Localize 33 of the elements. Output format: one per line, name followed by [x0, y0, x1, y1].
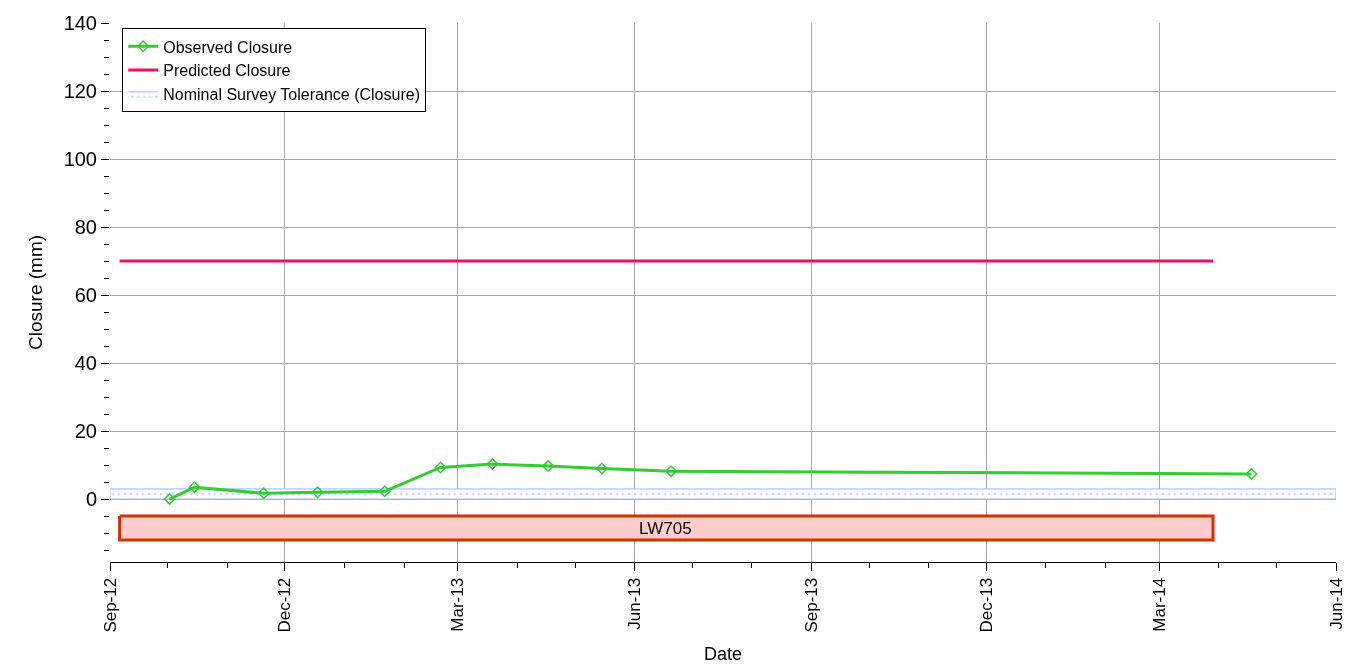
point	[1245, 467, 1258, 480]
y-tick-label: 40	[74, 352, 97, 375]
point	[311, 486, 324, 499]
legend-label: Predicted Closure	[163, 62, 291, 80]
x-tick-label: Sep-13	[801, 577, 821, 633]
x-tick-label: Jun-14	[1326, 577, 1346, 630]
x-tick-label: Mar-14	[1149, 577, 1169, 632]
legend-label: Nominal Survey Tolerance (Closure)	[163, 86, 420, 104]
x-tick-label: Dec-13	[976, 577, 996, 633]
x-tick-label: Dec-12	[275, 577, 295, 633]
point	[378, 485, 391, 498]
x-tick-label: Jun-13	[625, 577, 645, 630]
y-tick-label: 60	[74, 284, 97, 307]
point	[434, 461, 447, 474]
point	[542, 460, 555, 473]
y-tick-label: 20	[74, 420, 97, 443]
y-axis-title: Closure (mm)	[25, 234, 47, 351]
point	[665, 465, 678, 478]
point	[595, 462, 608, 475]
y-tick-label: 80	[74, 216, 97, 239]
x-axis-title: Date	[703, 643, 743, 664]
band-label: LW705	[639, 519, 692, 538]
y-tick-label: 0	[85, 488, 97, 511]
point	[163, 493, 176, 506]
point	[188, 481, 201, 494]
y-tick-label: 100	[63, 148, 97, 171]
x-tick-label: Sep-12	[100, 577, 120, 633]
point	[486, 458, 499, 471]
legend-label: Observed Closure	[163, 38, 293, 56]
y-tick-label: 120	[63, 80, 97, 103]
point	[257, 487, 270, 500]
x-tick-label: Mar-13	[448, 577, 468, 632]
y-tick-label: 140	[63, 12, 97, 34]
